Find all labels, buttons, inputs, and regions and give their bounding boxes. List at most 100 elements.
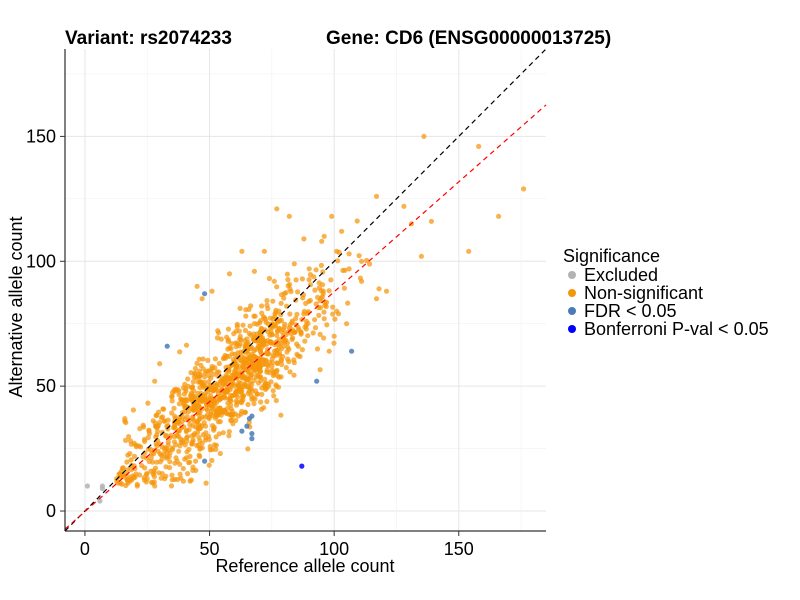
- point-non-significant: [196, 368, 202, 374]
- point-non-significant: [521, 186, 527, 192]
- point-non-significant: [321, 233, 327, 239]
- point-non-significant: [131, 440, 137, 446]
- title-variant: Variant: rs2074233: [65, 28, 232, 49]
- point-non-significant: [226, 433, 232, 439]
- point-non-significant: [264, 347, 271, 353]
- point-non-significant: [466, 248, 472, 254]
- point-non-significant: [264, 398, 270, 405]
- point-non-significant: [326, 288, 332, 294]
- point-non-significant: [190, 437, 196, 443]
- point-non-significant: [200, 397, 206, 403]
- point-non-significant: [176, 433, 182, 439]
- point-non-significant: [230, 372, 236, 378]
- point-non-significant: [204, 407, 211, 413]
- point-non-significant: [174, 458, 180, 464]
- point-non-significant: [196, 434, 202, 440]
- legend-key: [568, 307, 576, 315]
- x-axis-title: Reference allele count: [215, 556, 394, 576]
- point-non-significant: [152, 378, 158, 384]
- point-non-significant: [213, 442, 219, 448]
- point-non-significant: [306, 277, 312, 283]
- point-non-significant: [169, 472, 175, 478]
- legend-label: Bonferroni P-val < 0.05: [584, 319, 769, 339]
- point-non-significant: [123, 437, 129, 443]
- point-non-significant: [291, 261, 297, 267]
- point-non-significant: [285, 344, 291, 350]
- point-non-significant: [262, 376, 268, 382]
- point-non-significant: [364, 257, 370, 264]
- point-non-significant: [236, 343, 242, 349]
- point-non-significant: [271, 278, 277, 284]
- point-non-significant: [236, 328, 242, 334]
- point-non-significant: [272, 323, 278, 329]
- point-non-significant: [209, 384, 215, 390]
- point-non-significant: [272, 353, 278, 359]
- point-fdr-0-05: [249, 413, 255, 419]
- point-non-significant: [359, 278, 365, 284]
- point-non-significant: [331, 333, 337, 339]
- point-non-significant: [282, 321, 288, 327]
- points-layer: [84, 133, 527, 504]
- point-non-significant: [225, 326, 232, 332]
- point-non-significant: [251, 321, 258, 327]
- point-non-significant: [171, 439, 177, 445]
- point-excluded: [97, 498, 103, 504]
- point-non-significant: [238, 349, 244, 355]
- point-non-significant: [301, 236, 307, 242]
- point-non-significant: [169, 393, 175, 399]
- point-non-significant: [207, 447, 213, 453]
- point-non-significant: [321, 309, 327, 315]
- point-non-significant: [278, 292, 285, 298]
- point-non-significant: [188, 392, 194, 398]
- point-non-significant: [316, 280, 322, 286]
- point-non-significant: [152, 483, 158, 489]
- point-non-significant: [299, 276, 305, 282]
- point-non-significant: [319, 294, 325, 300]
- point-non-significant: [203, 480, 209, 486]
- point-non-significant: [496, 213, 502, 219]
- point-non-significant: [293, 277, 299, 283]
- point-non-significant: [126, 434, 132, 440]
- point-non-significant: [144, 471, 150, 477]
- point-non-significant: [162, 448, 168, 454]
- point-non-significant: [287, 322, 293, 328]
- point-non-significant: [146, 427, 152, 433]
- point-non-significant: [216, 431, 222, 437]
- point-non-significant: [182, 381, 188, 387]
- point-non-significant: [124, 467, 130, 473]
- point-non-significant: [209, 405, 215, 411]
- point-non-significant: [319, 238, 325, 244]
- point-non-significant: [268, 379, 274, 385]
- point-non-significant: [149, 451, 155, 457]
- point-non-significant: [233, 364, 239, 370]
- point-non-significant: [236, 380, 242, 386]
- point-non-significant: [244, 344, 250, 350]
- point-fdr-0-05: [249, 431, 255, 437]
- point-non-significant: [226, 429, 232, 435]
- point-non-significant: [346, 266, 352, 272]
- y-tick-label: 100: [26, 251, 56, 271]
- point-non-significant: [273, 397, 279, 404]
- point-non-significant: [313, 267, 319, 273]
- point-non-significant: [226, 271, 233, 277]
- point-non-significant: [162, 476, 168, 482]
- point-non-significant: [330, 311, 336, 317]
- point-non-significant: [272, 311, 278, 317]
- reference-lines: [64, 48, 547, 532]
- point-non-significant: [214, 383, 220, 389]
- point-non-significant: [228, 376, 234, 382]
- x-tick-label: 0: [80, 539, 90, 559]
- point-excluded: [84, 483, 90, 489]
- point-non-significant: [314, 346, 321, 352]
- point-non-significant: [233, 398, 239, 404]
- point-non-significant: [317, 331, 323, 337]
- point-non-significant: [191, 402, 197, 408]
- point-non-significant: [145, 400, 151, 406]
- point-non-significant: [187, 422, 193, 428]
- reference-line-fit: [64, 104, 547, 530]
- reference-line-identity: [64, 48, 547, 532]
- point-non-significant: [158, 415, 164, 421]
- point-non-significant: [273, 383, 280, 389]
- point-non-significant: [200, 432, 206, 438]
